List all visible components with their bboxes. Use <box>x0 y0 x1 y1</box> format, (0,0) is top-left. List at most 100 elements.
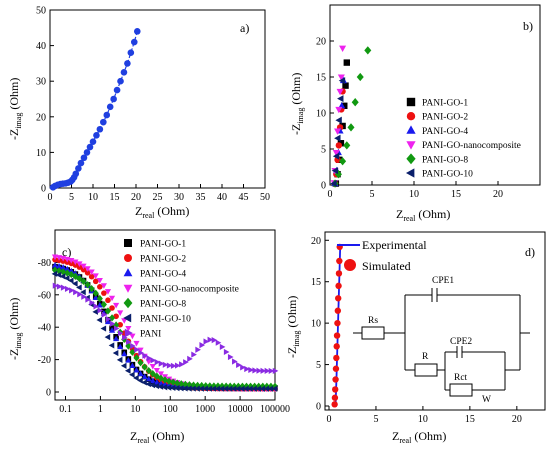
panel-c-point <box>149 370 156 378</box>
panel-d-simulated-point <box>334 319 341 327</box>
panel-c-point <box>84 266 91 272</box>
panel-b-xtick-label: 0 <box>328 189 333 200</box>
panel-c-point <box>51 262 59 268</box>
panel-c-point <box>55 271 62 279</box>
panel-b-xlabel: Zreal (Ohm) <box>396 207 450 223</box>
panel-c-point <box>76 275 83 283</box>
panel-c-point <box>251 385 257 392</box>
panel-b-point <box>332 152 340 160</box>
panel-c-point <box>88 273 95 280</box>
panel-c-frame <box>54 229 276 401</box>
panel-c-xlabel-main: Z <box>130 429 137 443</box>
panel-c-point <box>125 356 132 363</box>
panel-c-point <box>113 325 120 332</box>
panel-a-xlabel-main: Z <box>135 204 142 218</box>
panel-c-point <box>121 318 128 324</box>
panel-b-point <box>356 72 364 82</box>
panel-c-point <box>125 326 132 332</box>
panel-b: b) 0 5 10 15 20 0 5 10 15 20 PANI-GO-1 PANI-GO-2 PA… <box>289 4 541 223</box>
panel-c-point <box>100 283 107 289</box>
panel-c-xtick-label: 1000 <box>195 404 215 415</box>
panel-c-point <box>69 287 75 294</box>
panel-c-point <box>68 267 75 274</box>
panel-a-xlabel-unit: (Ohm) <box>154 204 189 218</box>
panel-c-point <box>137 347 144 354</box>
panel-d-ytick-label: 10 <box>311 319 321 330</box>
panel-c-point <box>96 294 103 303</box>
panel-b-point <box>336 88 344 96</box>
panel-c-point <box>72 259 79 266</box>
panel-c-point <box>230 385 237 392</box>
panel-a-ytick-label: 0 <box>41 184 46 195</box>
panel-a-xtick-label: 35 <box>196 192 206 203</box>
panel-c-point <box>101 290 107 296</box>
equivalent-circuit: Rs CPE1 R CPE2 Rct W <box>353 276 530 405</box>
panel-a-xtick-label: 25 <box>153 192 163 203</box>
panel-c-legend-label: PANI <box>140 330 161 340</box>
panel-c-xtick-label: 10 <box>130 404 140 415</box>
panel-c-point <box>207 336 214 343</box>
panel-a-xtick-label: 40 <box>217 192 227 203</box>
panel-c-point <box>96 316 103 324</box>
panel-c-point <box>88 269 95 276</box>
panel-b-point <box>334 128 342 135</box>
panel-c-point <box>223 382 230 390</box>
panel-c-point <box>133 374 139 382</box>
panel-c-point <box>129 362 136 368</box>
panel-c-point <box>68 258 75 264</box>
panel-b-legend-marker <box>405 168 415 178</box>
panel-c-point <box>222 385 229 392</box>
panel-c-legend-label: PANI-GO-1 <box>140 240 186 250</box>
panel-c-point <box>108 295 116 302</box>
panel-c-point <box>133 354 140 362</box>
panel-c-point <box>190 385 196 392</box>
panel-c-xtick-label: 1 <box>98 404 103 415</box>
panel-c-legend-marker <box>123 284 133 293</box>
panel-b-point <box>335 106 343 114</box>
panel-c-point <box>210 382 217 390</box>
panel-c-point <box>108 342 115 349</box>
panel-c-point <box>268 367 275 374</box>
panel-b-label: b) <box>523 19 533 33</box>
panel-c-point <box>76 284 82 291</box>
panel-c-point <box>97 307 104 314</box>
panel-c-point <box>259 385 266 392</box>
panel-b-point <box>343 141 351 150</box>
panel-c-point <box>104 289 112 295</box>
panel-c: c) 0.1 1 10 100 1000 10000 100000 0 -20 -40 -60 -80… <box>7 229 290 445</box>
panel-c-ytick-label: -20 <box>38 355 51 366</box>
panel-c-point <box>187 355 193 362</box>
panel-c-point <box>141 373 148 380</box>
panel-c-point <box>157 374 165 382</box>
panel-c-point <box>101 311 108 318</box>
panel-d-simulated-point <box>334 307 342 314</box>
panel-c-point <box>166 362 173 369</box>
panel-d-xlabel-unit: (Ohm) <box>411 429 446 443</box>
panel-d-ytick-label: 5 <box>316 360 321 371</box>
panel-c-point <box>112 349 119 357</box>
panel-b-legend-label: PANI-GO-8 <box>422 155 468 165</box>
panel-c-point <box>76 264 83 270</box>
panel-c-point <box>146 355 153 362</box>
panel-c-point <box>60 284 67 291</box>
panel-c-point <box>105 316 112 323</box>
panel-c-point <box>162 361 169 368</box>
panel-b-xtick-label: 15 <box>451 189 461 200</box>
panel-c-label: c) <box>62 245 71 259</box>
panel-c-point <box>218 385 225 392</box>
circuit-cpe1-label: CPE1 <box>432 276 454 286</box>
panel-c-point <box>199 342 206 349</box>
panel-c-point <box>170 362 177 369</box>
panel-c-point <box>121 350 128 357</box>
panel-c-point <box>80 277 87 286</box>
panel-b-ylabel-sub: imag <box>296 108 305 124</box>
panel-c-point <box>179 361 185 368</box>
panel-a-point <box>75 165 82 172</box>
panel-c-point <box>145 375 152 382</box>
panel-b-point <box>337 74 345 81</box>
panel-c-point <box>80 263 87 270</box>
panel-b-xtick-label: 10 <box>409 189 419 200</box>
panel-d-simulated-point <box>332 376 339 383</box>
panel-a-point <box>124 60 131 67</box>
panel-c-point <box>64 265 71 272</box>
